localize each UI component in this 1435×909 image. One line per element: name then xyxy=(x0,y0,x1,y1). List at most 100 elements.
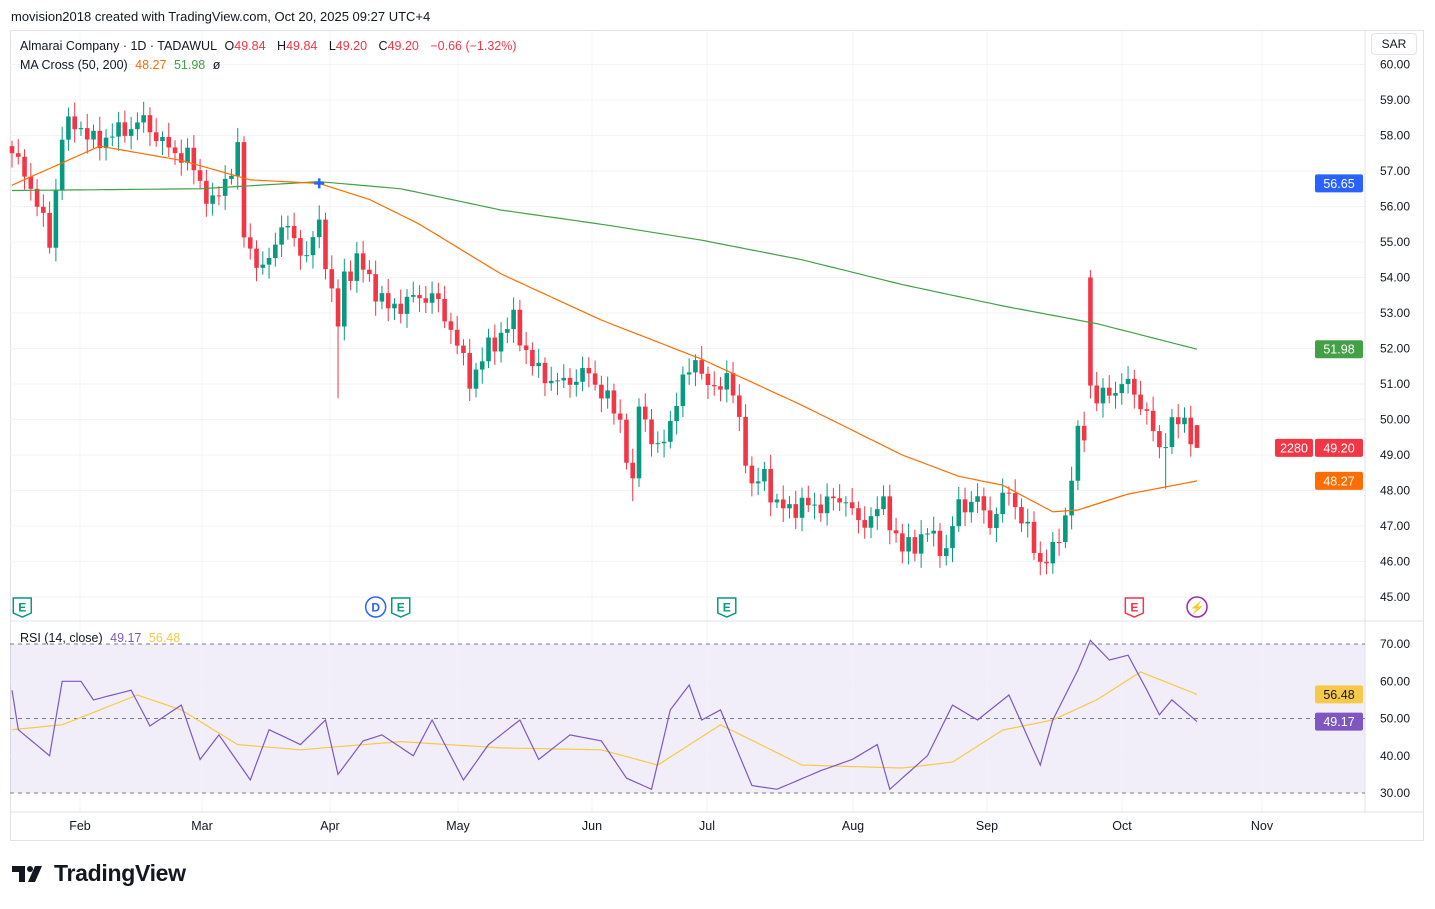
candle-body xyxy=(298,238,303,256)
candle-body xyxy=(498,332,504,352)
high-number: 49.84 xyxy=(286,39,318,53)
candle-body xyxy=(975,496,980,502)
candle-body xyxy=(335,288,341,327)
candle-body xyxy=(53,189,59,248)
time-axis-label: Nov xyxy=(1251,819,1274,833)
candle-body xyxy=(818,504,824,514)
candle-body xyxy=(323,219,328,270)
candle-body xyxy=(737,395,742,417)
chart-frame xyxy=(10,30,1424,841)
candle-body xyxy=(887,496,893,531)
candle-body xyxy=(925,533,930,535)
time-axis-label: Feb xyxy=(69,819,91,833)
candle-body xyxy=(1094,385,1100,404)
candle-body xyxy=(749,465,755,484)
candle-body xyxy=(805,497,811,506)
candle-body xyxy=(730,373,736,396)
candle-body xyxy=(1063,515,1068,543)
event-marker-label[interactable]: E xyxy=(1130,601,1138,615)
ma50-line xyxy=(11,145,1198,513)
candle-body xyxy=(59,139,65,190)
candle-body xyxy=(649,419,654,445)
rsi-axis-label: 40.00 xyxy=(1380,749,1410,763)
candle-body xyxy=(1006,492,1012,494)
candle-body xyxy=(398,303,404,314)
candle-body xyxy=(1056,542,1062,544)
candle-body xyxy=(404,296,410,314)
candle-body xyxy=(304,255,309,257)
event-marker-label[interactable]: E xyxy=(723,601,731,615)
rsi-axis-label: 50.00 xyxy=(1380,712,1410,726)
candle-body xyxy=(693,360,698,373)
price-badge-ma200: 51.98 xyxy=(1323,343,1354,357)
candle-body xyxy=(912,537,918,554)
candle-body xyxy=(567,377,573,385)
currency-button[interactable]: SAR xyxy=(1371,33,1417,55)
candle-body xyxy=(78,128,84,130)
candle-body xyxy=(141,115,146,123)
candle-body xyxy=(1100,387,1106,404)
candle-body xyxy=(247,237,253,249)
candle-body xyxy=(762,468,767,482)
candle-body xyxy=(724,373,730,390)
candle-body xyxy=(837,498,842,503)
candle-body xyxy=(473,369,479,389)
candle-body xyxy=(1000,492,1005,515)
candle-body xyxy=(436,293,441,299)
candle-body xyxy=(874,509,880,517)
candle-body xyxy=(843,502,849,504)
price-axis-label: 54.00 xyxy=(1380,271,1410,285)
open-number: 49.84 xyxy=(234,39,266,53)
candle-body xyxy=(417,295,422,299)
candle-body xyxy=(674,406,679,422)
candle-body xyxy=(379,293,385,302)
earnings-marker-icon xyxy=(390,597,411,618)
rsi-axis-label: 30.00 xyxy=(1380,786,1410,800)
candle-body xyxy=(611,390,617,414)
event-marker-label[interactable]: D xyxy=(371,601,380,615)
price-badge-last-bg xyxy=(1315,438,1363,457)
rsi-badge: 49.17 xyxy=(1323,715,1354,729)
candle-body xyxy=(780,499,786,509)
candle-body xyxy=(586,368,592,374)
close-value: C49.20 xyxy=(379,39,423,53)
candle-body xyxy=(1144,409,1150,411)
candle-body xyxy=(1182,417,1187,425)
candle-body xyxy=(285,225,291,228)
candle-body xyxy=(686,372,692,375)
low-label: L xyxy=(328,39,336,53)
candle-body xyxy=(279,227,284,245)
candle-body xyxy=(197,170,203,181)
candle-body xyxy=(956,499,962,527)
open-value: O49.84 xyxy=(225,39,270,53)
tradingview-logo: TradingView xyxy=(12,860,186,887)
time-axis-label: Mar xyxy=(191,819,213,833)
candle-body xyxy=(103,137,109,149)
candle-body xyxy=(831,496,836,499)
rsi-label[interactable]: RSI (14, close) xyxy=(20,631,103,645)
candle-body xyxy=(812,504,817,506)
candle-body xyxy=(260,264,266,268)
event-marker-label[interactable]: ⚡ xyxy=(1190,601,1205,615)
candle-body xyxy=(1125,378,1131,385)
event-marker-label[interactable]: E xyxy=(397,601,405,615)
candle-body xyxy=(442,298,447,322)
candle-body xyxy=(774,499,780,503)
candle-body xyxy=(241,142,247,238)
candle-body xyxy=(9,146,15,154)
price-axis-label: 60.00 xyxy=(1380,58,1410,72)
rsi-axis-label: 70.00 xyxy=(1380,637,1410,651)
change-value: −0.66 (−1.32%) xyxy=(430,39,517,53)
earnings-upcoming-marker-icon xyxy=(1124,597,1145,618)
candle-body xyxy=(342,271,347,327)
candle-body xyxy=(329,269,335,289)
candle-body xyxy=(1044,561,1049,564)
candle-body xyxy=(72,116,77,130)
candle-body xyxy=(166,137,172,148)
candle-body xyxy=(172,147,178,154)
candle-body xyxy=(492,337,498,352)
candle-body xyxy=(153,132,159,142)
event-marker-label[interactable]: E xyxy=(18,601,26,615)
ma-cross-label[interactable]: MA Cross (50, 200) xyxy=(20,58,128,72)
